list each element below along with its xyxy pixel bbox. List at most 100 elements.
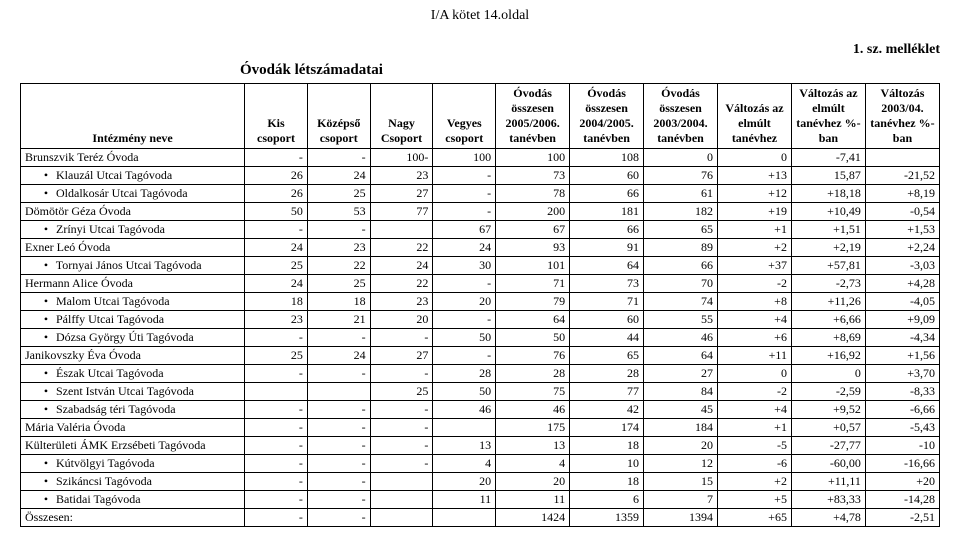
cell: +6 (718, 329, 792, 347)
cell: 44 (570, 329, 644, 347)
cell: 100 (496, 149, 570, 167)
cell: -6,66 (865, 401, 939, 419)
cell: 79 (496, 293, 570, 311)
table-row: Külterületi ÁMK Erzsébeti Tagóvoda---131… (21, 437, 940, 455)
cell: 93 (496, 239, 570, 257)
cell: -6 (718, 455, 792, 473)
col-header: Változás az elmúlt tanévhez (718, 84, 792, 149)
cell: -2,73 (791, 275, 865, 293)
row-name-text: Szikáncsi Tagóvoda (56, 474, 152, 488)
cell: 21 (307, 311, 370, 329)
cell: 0 (791, 365, 865, 383)
table-row: Janikovszky Éva Óvoda252427-766564+11+16… (21, 347, 940, 365)
cell: 22 (307, 257, 370, 275)
cell: - (433, 275, 496, 293)
col-header: Vegyes csoport (433, 84, 496, 149)
col-header: Változás az elmúlt tanévhez %-ban (791, 84, 865, 149)
cell: - (245, 149, 308, 167)
cell: 11 (496, 491, 570, 509)
cell: -2 (718, 275, 792, 293)
cell: +9,52 (791, 401, 865, 419)
cell: - (433, 203, 496, 221)
row-name-text: Külterületi ÁMK Erzsébeti Tagóvoda (25, 438, 206, 452)
cell: 67 (496, 221, 570, 239)
row-name-text: Dózsa György Úti Tagóvoda (56, 330, 194, 344)
col-header: Intézmény neve (21, 84, 245, 149)
cell: 182 (644, 203, 718, 221)
cell (433, 419, 496, 437)
row-name: Dömötör Géza Óvoda (21, 203, 245, 221)
cell: 55 (644, 311, 718, 329)
cell: 45 (644, 401, 718, 419)
cell: 50 (433, 329, 496, 347)
cell: 15,87 (791, 167, 865, 185)
cell: 26 (245, 185, 308, 203)
cell: +4,28 (865, 275, 939, 293)
row-name-text: Tornyai János Utcai Tagóvoda (56, 258, 202, 272)
cell: - (433, 347, 496, 365)
cell: +10,49 (791, 203, 865, 221)
col-header: Nagy Csoport (370, 84, 433, 149)
cell: +1 (718, 419, 792, 437)
cell: +2,19 (791, 239, 865, 257)
col-header: Óvodás összesen 2005/2006. tanévben (496, 84, 570, 149)
cell: 66 (570, 221, 644, 239)
cell: 73 (496, 167, 570, 185)
row-name: • Klauzál Utcai Tagóvoda (21, 167, 245, 185)
table-row: Mária Valéria Óvoda---175174184+1+0,57-5… (21, 419, 940, 437)
cell: 60 (570, 167, 644, 185)
row-name-text: Dömötör Géza Óvoda (25, 204, 131, 218)
cell: -5 (718, 437, 792, 455)
cell: +0,57 (791, 419, 865, 437)
row-name: Brunszvik Teréz Óvoda (21, 149, 245, 167)
cell: - (433, 167, 496, 185)
row-name: • Malom Utcai Tagóvoda (21, 293, 245, 311)
table-row: • Batidai Tagóvoda--111167+5+83,33-14,28 (21, 491, 940, 509)
cell: 23 (307, 239, 370, 257)
table-body: Brunszvik Teréz Óvoda--100-10010010800-7… (21, 149, 940, 527)
cell: +2 (718, 239, 792, 257)
row-name: • Szabadság téri Tagóvoda (21, 401, 245, 419)
bullet-icon: • (39, 492, 53, 507)
cell: 7 (644, 491, 718, 509)
row-name-text: Zrínyi Utcai Tagóvoda (56, 222, 165, 236)
cell: +11,26 (791, 293, 865, 311)
cell: +4,78 (791, 509, 865, 527)
cell: - (307, 221, 370, 239)
cell: +1,53 (865, 221, 939, 239)
cell: 20 (644, 437, 718, 455)
cell: 18 (570, 437, 644, 455)
cell (307, 383, 370, 401)
cell: +4 (718, 311, 792, 329)
table-row: • Kútvölgyi Tagóvoda---441012-6-60,00-16… (21, 455, 940, 473)
row-name-text: Szent István Utcai Tagóvoda (56, 384, 194, 398)
bullet-icon: • (39, 222, 53, 237)
cell (370, 509, 433, 527)
bullet-icon: • (39, 402, 53, 417)
table-row: • Tornyai János Utcai Tagóvoda2522243010… (21, 257, 940, 275)
cell: 20 (433, 473, 496, 491)
cell: 60 (570, 311, 644, 329)
row-name-text: Hermann Alice Óvoda (25, 276, 133, 290)
table-row: • Észak Utcai Tagóvoda---2828282700+3,70 (21, 365, 940, 383)
cell: 46 (433, 401, 496, 419)
cell (245, 383, 308, 401)
cell: 64 (570, 257, 644, 275)
cell: - (245, 221, 308, 239)
cell: 23 (245, 311, 308, 329)
table-row: Hermann Alice Óvoda242522-717370-2-2,73+… (21, 275, 940, 293)
row-name: • Észak Utcai Tagóvoda (21, 365, 245, 383)
cell: - (370, 419, 433, 437)
cell: - (307, 437, 370, 455)
cell: 66 (570, 185, 644, 203)
cell: 1424 (496, 509, 570, 527)
table-row: Dömötör Géza Óvoda505377-200181182+19+10… (21, 203, 940, 221)
cell: - (245, 437, 308, 455)
table-title: Óvodák létszámadatai (240, 62, 940, 79)
cell: +5 (718, 491, 792, 509)
table-row: • Klauzál Utcai Tagóvoda262423-736076+13… (21, 167, 940, 185)
cell: 22 (370, 239, 433, 257)
cell: -16,66 (865, 455, 939, 473)
cell: 25 (245, 257, 308, 275)
cell (433, 509, 496, 527)
